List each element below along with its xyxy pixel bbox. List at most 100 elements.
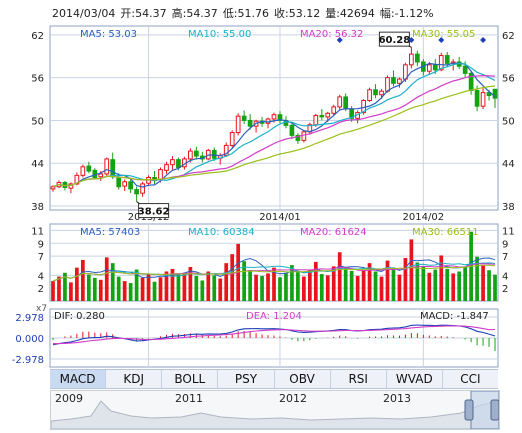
candle-body — [301, 131, 307, 141]
volume-bar — [57, 276, 61, 301]
candle-body — [325, 112, 331, 118]
tab-obv[interactable]: OBV — [275, 370, 331, 388]
candle-body — [104, 158, 110, 175]
candle-body — [438, 55, 444, 71]
tab-rsi[interactable]: RSI — [331, 370, 387, 388]
volume-tick-left: 7 — [38, 252, 44, 263]
volume-bar — [122, 281, 127, 301]
volume-tick-right: 2 — [502, 284, 508, 295]
volume-bar — [92, 277, 97, 301]
volume-bar — [69, 282, 73, 301]
volume-bar — [367, 263, 372, 301]
macd-label: DIF: 0.280 — [54, 311, 105, 322]
quote-change: 幅:-1.12% — [379, 7, 434, 20]
volume-bar — [254, 274, 258, 301]
max-price-label: 60.28 — [379, 35, 411, 46]
volume-bar — [457, 271, 462, 301]
candle-body — [397, 78, 402, 84]
volume-bar — [272, 267, 276, 301]
event-marker — [408, 37, 415, 43]
volume-unit-label: x7 — [36, 304, 47, 314]
candle-body — [98, 173, 104, 178]
timeline-svg: 2009 2011 2012 2013 — [50, 390, 500, 430]
candle-body — [158, 169, 163, 181]
volume-bar — [349, 270, 354, 301]
volume-tick-left: 2 — [38, 284, 44, 295]
candle-body — [74, 174, 80, 185]
volume-ma-label: MA5: 57403 — [80, 227, 140, 238]
candle-body — [86, 165, 92, 172]
min-price-box — [138, 203, 170, 219]
candle-body — [229, 132, 235, 146]
min-price-label: 38.62 — [138, 207, 170, 218]
volume-bar — [200, 280, 205, 301]
ma30-line — [52, 85, 496, 188]
price-tick-right: 56 — [502, 74, 515, 85]
ma5-line — [52, 62, 496, 188]
candle-body — [193, 150, 199, 157]
tab-macd[interactable]: MACD — [50, 370, 107, 388]
volume-tick-right: 7 — [502, 252, 508, 263]
volume-bar — [427, 272, 432, 301]
volume-bar — [296, 272, 300, 301]
candle-body — [134, 189, 139, 195]
volume-bar — [63, 272, 67, 301]
volume-bar — [319, 274, 324, 301]
volume-tick-left: 11 — [31, 226, 44, 237]
indicator-labels: 60.28 38.62 MA5: 53.03 MA10: 55.00 MA20: 56.… — [54, 29, 489, 322]
tab-kdj[interactable]: KDJ — [106, 370, 163, 388]
event-marker — [336, 37, 343, 43]
volume-bar — [373, 271, 378, 301]
volume-bar — [403, 258, 408, 301]
tab-wvad[interactable]: WVAD — [387, 370, 443, 388]
quote-open: 开:54.37 — [120, 7, 167, 20]
macd-lines — [52, 324, 496, 346]
tab-boll[interactable]: BOLL — [162, 370, 219, 388]
candle-body — [122, 181, 128, 187]
candle-body — [379, 90, 384, 96]
quote-high: 高:54.37 — [171, 7, 218, 20]
volume-bar — [355, 275, 360, 301]
volume-bar — [218, 278, 223, 301]
volume-bar — [248, 270, 252, 301]
candle-body — [480, 92, 486, 107]
timeline-year-2013: 2013 — [383, 392, 411, 405]
price-ma-label: MA30: 55.05 — [412, 29, 475, 40]
volume-bar — [307, 269, 312, 301]
price-tick-right: 62 — [502, 31, 515, 42]
price-tick-right: 44 — [502, 159, 515, 170]
candle-body — [474, 89, 480, 107]
volume-ma-label: MA30: 66511 — [412, 227, 479, 238]
price-tick-right: 38 — [502, 202, 515, 213]
volume-bar — [415, 262, 420, 301]
volume-bar — [110, 263, 115, 301]
candle-body — [331, 106, 337, 114]
volume-bar — [224, 263, 229, 301]
candle-body — [426, 64, 432, 72]
candle-body — [409, 53, 414, 66]
tab-cci[interactable]: CCI — [460, 372, 481, 386]
volume-bar — [445, 268, 450, 301]
volume-bar — [146, 274, 151, 301]
candles — [50, 47, 498, 202]
date-tick-label: 2014/01 — [259, 212, 301, 223]
volume-ma-label: MA20: 61624 — [300, 227, 367, 238]
tab-psy[interactable]: PSY — [218, 370, 275, 388]
candle-body — [50, 186, 56, 190]
timeline-right-handle[interactable] — [490, 399, 500, 421]
candle-body — [176, 159, 181, 168]
timeline-left-handle[interactable] — [464, 399, 474, 421]
macd-label: MACD: -1.847 — [420, 311, 489, 322]
indicator-tabs[interactable]: MACD KDJ BOLL PSY OBV RSI WVAD CCI — [50, 369, 498, 389]
volume-bar — [493, 274, 497, 301]
candle-body — [241, 115, 247, 121]
candle-body — [319, 114, 325, 118]
candle-body — [373, 89, 378, 96]
volume-bar — [86, 274, 91, 301]
timeline-navigator[interactable]: 2009 2011 2012 2013 — [50, 390, 500, 430]
volume-bar — [331, 266, 336, 301]
candle-body — [492, 88, 498, 99]
candle-body — [391, 77, 396, 84]
candle-body — [128, 181, 133, 190]
